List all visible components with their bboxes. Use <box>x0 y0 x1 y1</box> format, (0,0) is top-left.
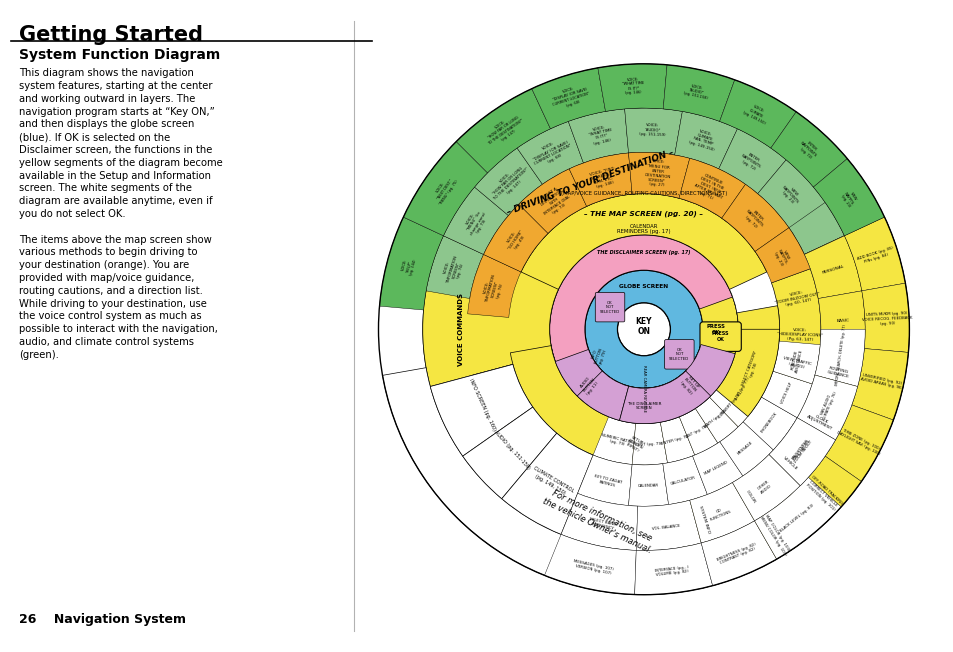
Text: NUMERIC RATING
(pg. 79): NUMERIC RATING (pg. 79) <box>599 433 634 449</box>
Wedge shape <box>809 345 863 405</box>
Text: VOICE:
"DISPLAY (OR SAVE)
CURRENT LOCATION"
(pg. 68): VOICE: "DISPLAY (OR SAVE) CURRENT LOCATI… <box>529 135 574 170</box>
Wedge shape <box>467 153 809 390</box>
Text: VOICE:
"NEXT DEST."
"MENU" (pg. 75): VOICE: "NEXT DEST." "MENU" (pg. 75) <box>430 174 458 205</box>
Text: COST (pg. 79): COST (pg. 79) <box>635 441 662 447</box>
Wedge shape <box>760 371 811 418</box>
FancyBboxPatch shape <box>700 322 740 351</box>
Text: VOICE:
"HOW FAR OR LONG
TO THE DESTINATION?"
(pg. 147): VOICE: "HOW FAR OR LONG TO THE DESTINATI… <box>486 160 532 205</box>
Text: CLOCK
ADJUSTMENT: CLOCK ADJUSTMENT <box>805 411 834 432</box>
Wedge shape <box>720 422 773 476</box>
Wedge shape <box>674 490 737 547</box>
Wedge shape <box>843 217 904 291</box>
Wedge shape <box>474 148 542 216</box>
Text: TIME ZONE (pg. 100)
DAYLIGHT SAV. (pg. 100): TIME ZONE (pg. 100) DAYLIGHT SAV. (pg. 1… <box>836 426 882 456</box>
Wedge shape <box>757 160 824 228</box>
Text: INTERFACE (pg...)
VOLUME (pg. 82): INTERFACE (pg...) VOLUME (pg. 82) <box>654 565 688 577</box>
Wedge shape <box>517 121 583 185</box>
Text: VOICE:
"HIDE/DISPLAY ICONS"
(Pg. 63, 147): VOICE: "HIDE/DISPLAY ICONS" (Pg. 63, 147… <box>776 327 822 342</box>
Wedge shape <box>813 158 883 236</box>
Wedge shape <box>700 521 776 585</box>
Wedge shape <box>568 109 628 163</box>
Wedge shape <box>501 433 593 535</box>
Wedge shape <box>636 500 700 550</box>
Wedge shape <box>709 385 753 427</box>
Wedge shape <box>628 153 689 198</box>
Wedge shape <box>426 236 483 299</box>
Wedge shape <box>560 494 638 550</box>
Text: VOICE:
CLIMATE
FAN, TEMP
(pg. 149-150): VOICE: CLIMATE FAN, TEMP (pg. 149-150) <box>688 127 719 152</box>
Text: CONVERT (pg. 81): CONVERT (pg. 81) <box>717 390 743 419</box>
Wedge shape <box>662 456 706 505</box>
Text: PERSONAL: PERSONAL <box>821 264 844 274</box>
Text: VOICE:
"MENU FOR
ENTER
DESTINATION
SCREEN"
(pg. 27): VOICE: "MENU FOR ENTER DESTINATION SCREE… <box>642 159 671 188</box>
Wedge shape <box>689 482 754 543</box>
Text: VOICE:
"WHAT TIME
IS IT?"
(pg. 146): VOICE: "WHAT TIME IS IT?" (pg. 146) <box>621 77 644 96</box>
Text: ADD BOOK (pg. 85)
PINs (pg. 84): ADD BOOK (pg. 85) PINs (pg. 84) <box>856 246 894 266</box>
Text: VOICE:
"ZOOM IN/ZOOM OUT"
(pg. 60, 147): VOICE: "ZOOM IN/ZOOM OUT" (pg. 60, 147) <box>773 287 821 309</box>
Text: VOICE:
CLIMATE
(pg. 149-150): VOICE: CLIMATE (pg. 149-150) <box>741 102 770 125</box>
Text: UNITS MI/KM (pg. 90)
VOICE RECOG. FEEDBACK
(pg. 90): UNITS MI/KM (pg. 90) VOICE RECOG. FEEDBA… <box>861 311 912 327</box>
Text: Getting Started: Getting Started <box>19 25 203 45</box>
Text: ROADSIDE
ASSISTANCE: ROADSIDE ASSISTANCE <box>790 348 803 373</box>
Text: OK
NOT
SELECTED: OK NOT SELECTED <box>668 348 689 361</box>
Wedge shape <box>593 417 635 464</box>
Wedge shape <box>571 367 628 421</box>
Wedge shape <box>483 204 547 272</box>
Text: VOICE:
"INFORMATION
SCREEN"
(pg. 76): VOICE: "INFORMATION SCREEN" (pg. 76) <box>480 273 505 305</box>
Wedge shape <box>754 228 809 283</box>
Text: PRESS
OK: PRESS OK <box>711 331 729 342</box>
Wedge shape <box>785 456 861 533</box>
Wedge shape <box>379 217 443 310</box>
Text: SYSTEM INFO: SYSTEM INFO <box>697 505 709 533</box>
Wedge shape <box>768 418 835 486</box>
Wedge shape <box>510 346 611 457</box>
Wedge shape <box>768 418 835 486</box>
Text: VIEW
WAYPTS.
(pg. 23): VIEW WAYPTS. (pg. 23) <box>839 188 858 209</box>
Text: OTHER
AUDIO: OTHER AUDIO <box>757 480 772 495</box>
Text: ENTER
WAYPOINTS
(pg. 72): ENTER WAYPOINTS (pg. 72) <box>741 206 766 231</box>
Text: VOICE:
"AUDIO"
(pg. 151-159): VOICE: "AUDIO" (pg. 151-159) <box>639 123 665 138</box>
Text: INFO SCREEN (pg. 160): INFO SCREEN (pg. 160) <box>467 378 496 432</box>
Wedge shape <box>718 129 785 194</box>
Wedge shape <box>797 375 857 440</box>
Wedge shape <box>555 349 601 396</box>
Text: KEY
ON: KEY ON <box>635 317 652 336</box>
Wedge shape <box>549 235 738 424</box>
Text: CALENDAR: CALENDAR <box>637 483 658 488</box>
Wedge shape <box>679 408 717 455</box>
Wedge shape <box>718 465 785 529</box>
Wedge shape <box>443 187 508 254</box>
Text: SETUP
SCREEN
(FIRST): SETUP SCREEN (FIRST) <box>624 434 645 454</box>
Wedge shape <box>467 254 520 318</box>
Text: SET UP
BUTTON
(pg. 82): SET UP BUTTON (pg. 82) <box>679 374 700 396</box>
Text: AUDIO (pg. 151-159): AUDIO (pg. 151-159) <box>493 430 531 470</box>
Text: VOICE:
"MENU" (to
change zone)
(pg. 79): VOICE: "MENU" (to change zone) (pg. 79) <box>461 206 490 238</box>
Wedge shape <box>679 158 744 218</box>
Text: – THE MAP SCREEN (pg. 20) –: – THE MAP SCREEN (pg. 20) – <box>584 211 702 218</box>
Wedge shape <box>851 349 907 420</box>
Text: CALCULATOR: CALCULATOR <box>669 475 696 486</box>
Text: NAV. AUDIO
CLIMATE (pg. 76): NAV. AUDIO CLIMATE (pg. 76) <box>817 390 837 421</box>
Wedge shape <box>674 111 737 169</box>
Text: MATH (pg. 80): MATH (pg. 80) <box>702 409 727 430</box>
Text: MAP COLOR (pg. 103)
MENU COLOR (pg. 103): MAP COLOR (pg. 103) MENU COLOR (pg. 103) <box>758 513 790 556</box>
Text: VEHICLE: VEHICLE <box>781 456 798 471</box>
Text: VOICE: "FIND
NEAREST..."
ATM, ETC.
(pg. 148): VOICE: "FIND NEAREST..." ATM, ETC. (pg. … <box>588 166 618 190</box>
Wedge shape <box>422 236 558 387</box>
Text: REAR CAMERA REVERSE: REAR CAMERA REVERSE <box>641 364 645 412</box>
Text: System Function Diagram: System Function Diagram <box>19 48 220 62</box>
Wedge shape <box>508 194 779 465</box>
Text: OFF-ROAD TRACKING
CORRECT VEHICLE
POSITION (pg. 101): OFF-ROAD TRACKING CORRECT VEHICLE POSITI… <box>802 475 842 512</box>
Text: CONTINUE
DEST. IN THE
DEST. INFO
AFTER RESTART
(pg. 71): CONTINUE DEST. IN THE DEST. INFO AFTER R… <box>691 171 728 204</box>
Wedge shape <box>422 108 843 368</box>
Text: MAP LEGEND: MAP LEGEND <box>703 460 728 476</box>
Wedge shape <box>531 68 605 129</box>
Wedge shape <box>824 405 892 482</box>
Text: VIEW TRAFFIC
(pg. 23): VIEW TRAFFIC (pg. 23) <box>781 356 811 370</box>
Text: VOICE:
"GO HOME"
(pg. 49): VOICE: "GO HOME" (pg. 49) <box>503 226 527 253</box>
Wedge shape <box>732 454 800 521</box>
Wedge shape <box>403 141 487 236</box>
Text: CALENDAR
REMINDERS (pg. 17): CALENDAR REMINDERS (pg. 17) <box>617 224 670 234</box>
Wedge shape <box>544 535 636 595</box>
Wedge shape <box>861 283 908 352</box>
